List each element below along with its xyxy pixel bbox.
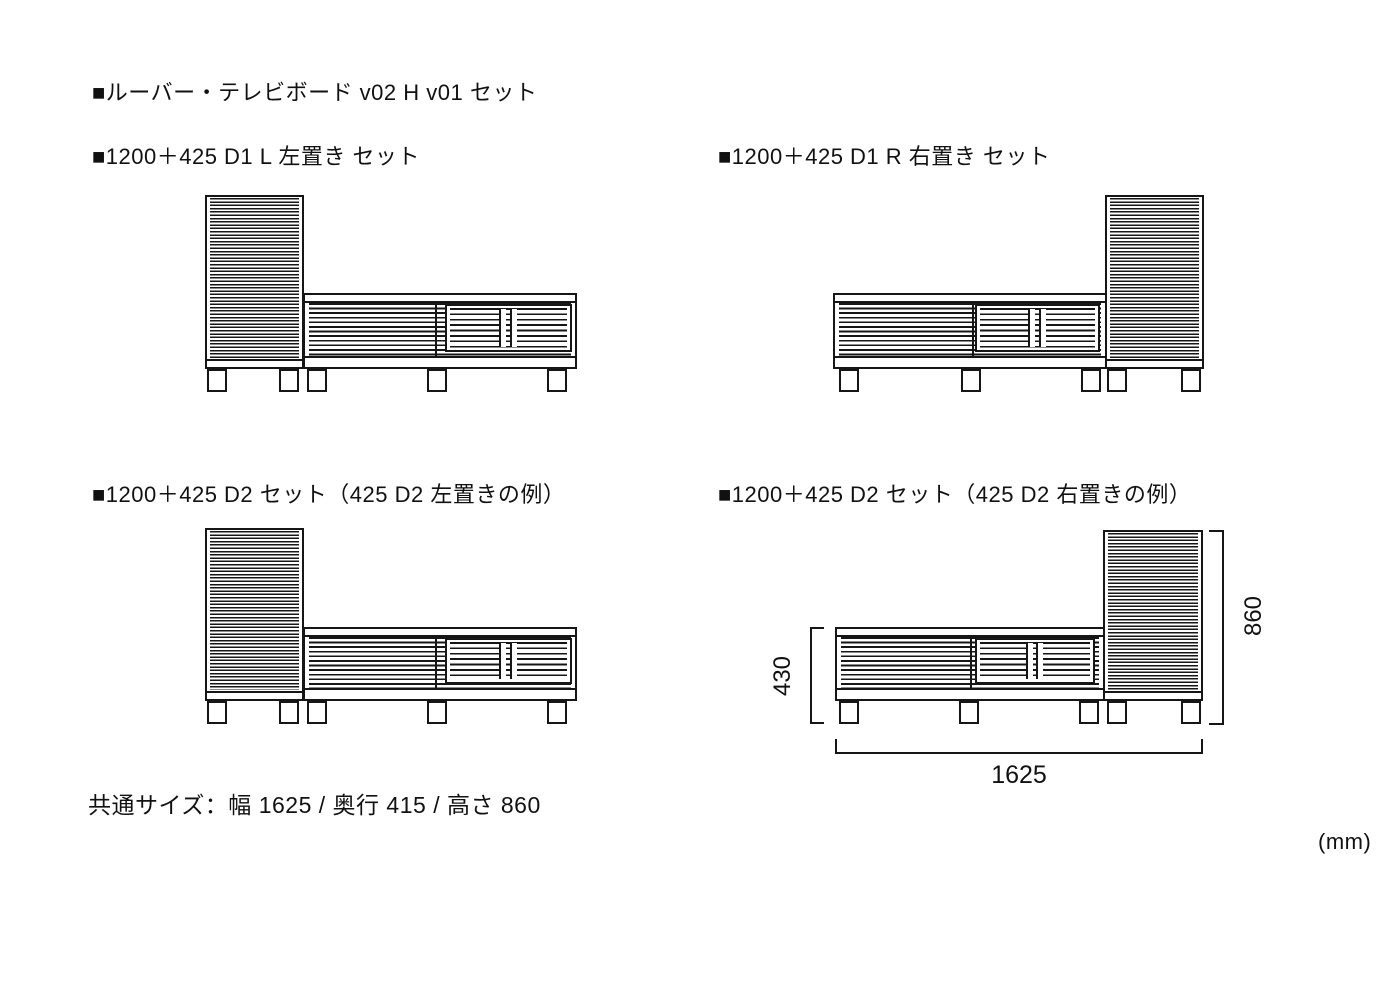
louver-slats (210, 198, 299, 358)
door-divider (972, 301, 974, 358)
louver-door-panel (975, 638, 1095, 684)
common-size-text: 共通サイズ：幅 1625 / 奥行 415 / 高さ 860 (88, 792, 541, 818)
tv-board (303, 293, 577, 369)
section-label-d2-right: ■1200＋425 D2 セット（425 D2 右置きの例） (718, 482, 1192, 507)
louver-slats (210, 531, 299, 690)
leg (1081, 369, 1101, 392)
top-slab-edge (305, 635, 575, 637)
unit-note: (mm) (1318, 829, 1372, 854)
leg (279, 701, 299, 724)
dimension-tick (810, 627, 824, 629)
dimension-line-430 (810, 627, 812, 724)
dimension-tick (810, 722, 824, 724)
panel-mullion (509, 643, 517, 679)
base-rail-edge (835, 356, 1105, 358)
leg (207, 701, 227, 724)
panel-slats (980, 308, 1095, 348)
section-label-d2-left: ■1200＋425 D2 セット（425 D2 左置きの例） (92, 482, 566, 507)
leg (1079, 701, 1099, 724)
panel-mullion (1025, 643, 1033, 679)
leg (427, 369, 447, 392)
dimension-label-1625: 1625 (991, 761, 1047, 789)
page-title: ■ルーバー・テレビボード v02 H v01 セット (92, 80, 538, 105)
leg (839, 369, 859, 392)
leg (279, 369, 299, 392)
panel-slats (450, 308, 567, 348)
dimension-label-860: 860 (1240, 595, 1267, 637)
dimension-label-430: 430 (769, 655, 796, 697)
panel-mullion (498, 309, 506, 347)
louver-slats (1108, 533, 1198, 690)
top-slab-edge (835, 301, 1105, 303)
cabinet-base-rail (207, 359, 302, 361)
leg (961, 369, 981, 392)
louver-door-panel (445, 304, 572, 352)
tall-cabinet (205, 195, 304, 369)
top-slab-edge (305, 301, 575, 303)
tv-board (835, 627, 1105, 701)
door-divider (435, 301, 437, 358)
louver-door-panel (445, 638, 572, 684)
tall-cabinet (1105, 195, 1204, 369)
base-rail-edge (305, 688, 575, 690)
tall-cabinet (1103, 530, 1203, 701)
dimension-tick (1201, 739, 1203, 754)
section-label-d1-left: ■1200＋425 D1 L 左置き セット (92, 144, 420, 169)
leg (547, 369, 567, 392)
panel-mullion (1036, 643, 1044, 679)
base-rail-edge (305, 356, 575, 358)
leg (1181, 701, 1201, 724)
tv-board (833, 293, 1107, 369)
cabinet-base-rail (1105, 691, 1201, 693)
cabinet-base-rail (207, 691, 302, 693)
leg (959, 701, 979, 724)
panel-slats (450, 642, 567, 680)
leg (307, 369, 327, 392)
dimension-tick (835, 739, 837, 754)
dimension-tick (1209, 530, 1224, 532)
panel-mullion (498, 643, 506, 679)
dimension-line-860 (1222, 530, 1224, 725)
louver-slats (1110, 198, 1199, 358)
leg (547, 701, 567, 724)
panel-mullion (509, 309, 517, 347)
leg (1181, 369, 1201, 392)
tv-board (303, 627, 577, 701)
panel-mullion (1027, 309, 1035, 347)
leg (307, 701, 327, 724)
dimension-line-1625 (835, 752, 1203, 754)
leg (427, 701, 447, 724)
dimension-tick (1209, 723, 1224, 725)
tall-cabinet (205, 528, 304, 701)
cabinet-base-rail (1107, 359, 1202, 361)
door-divider (435, 635, 437, 690)
leg (207, 369, 227, 392)
leg (1107, 369, 1127, 392)
leg (839, 701, 859, 724)
louver-door-panel (975, 304, 1100, 352)
section-label-d1-right: ■1200＋425 D1 R 右置き セット (718, 144, 1051, 169)
door-divider (970, 635, 972, 690)
panel-mullion (1038, 309, 1046, 347)
leg (1107, 701, 1127, 724)
panel-slats (980, 642, 1090, 680)
